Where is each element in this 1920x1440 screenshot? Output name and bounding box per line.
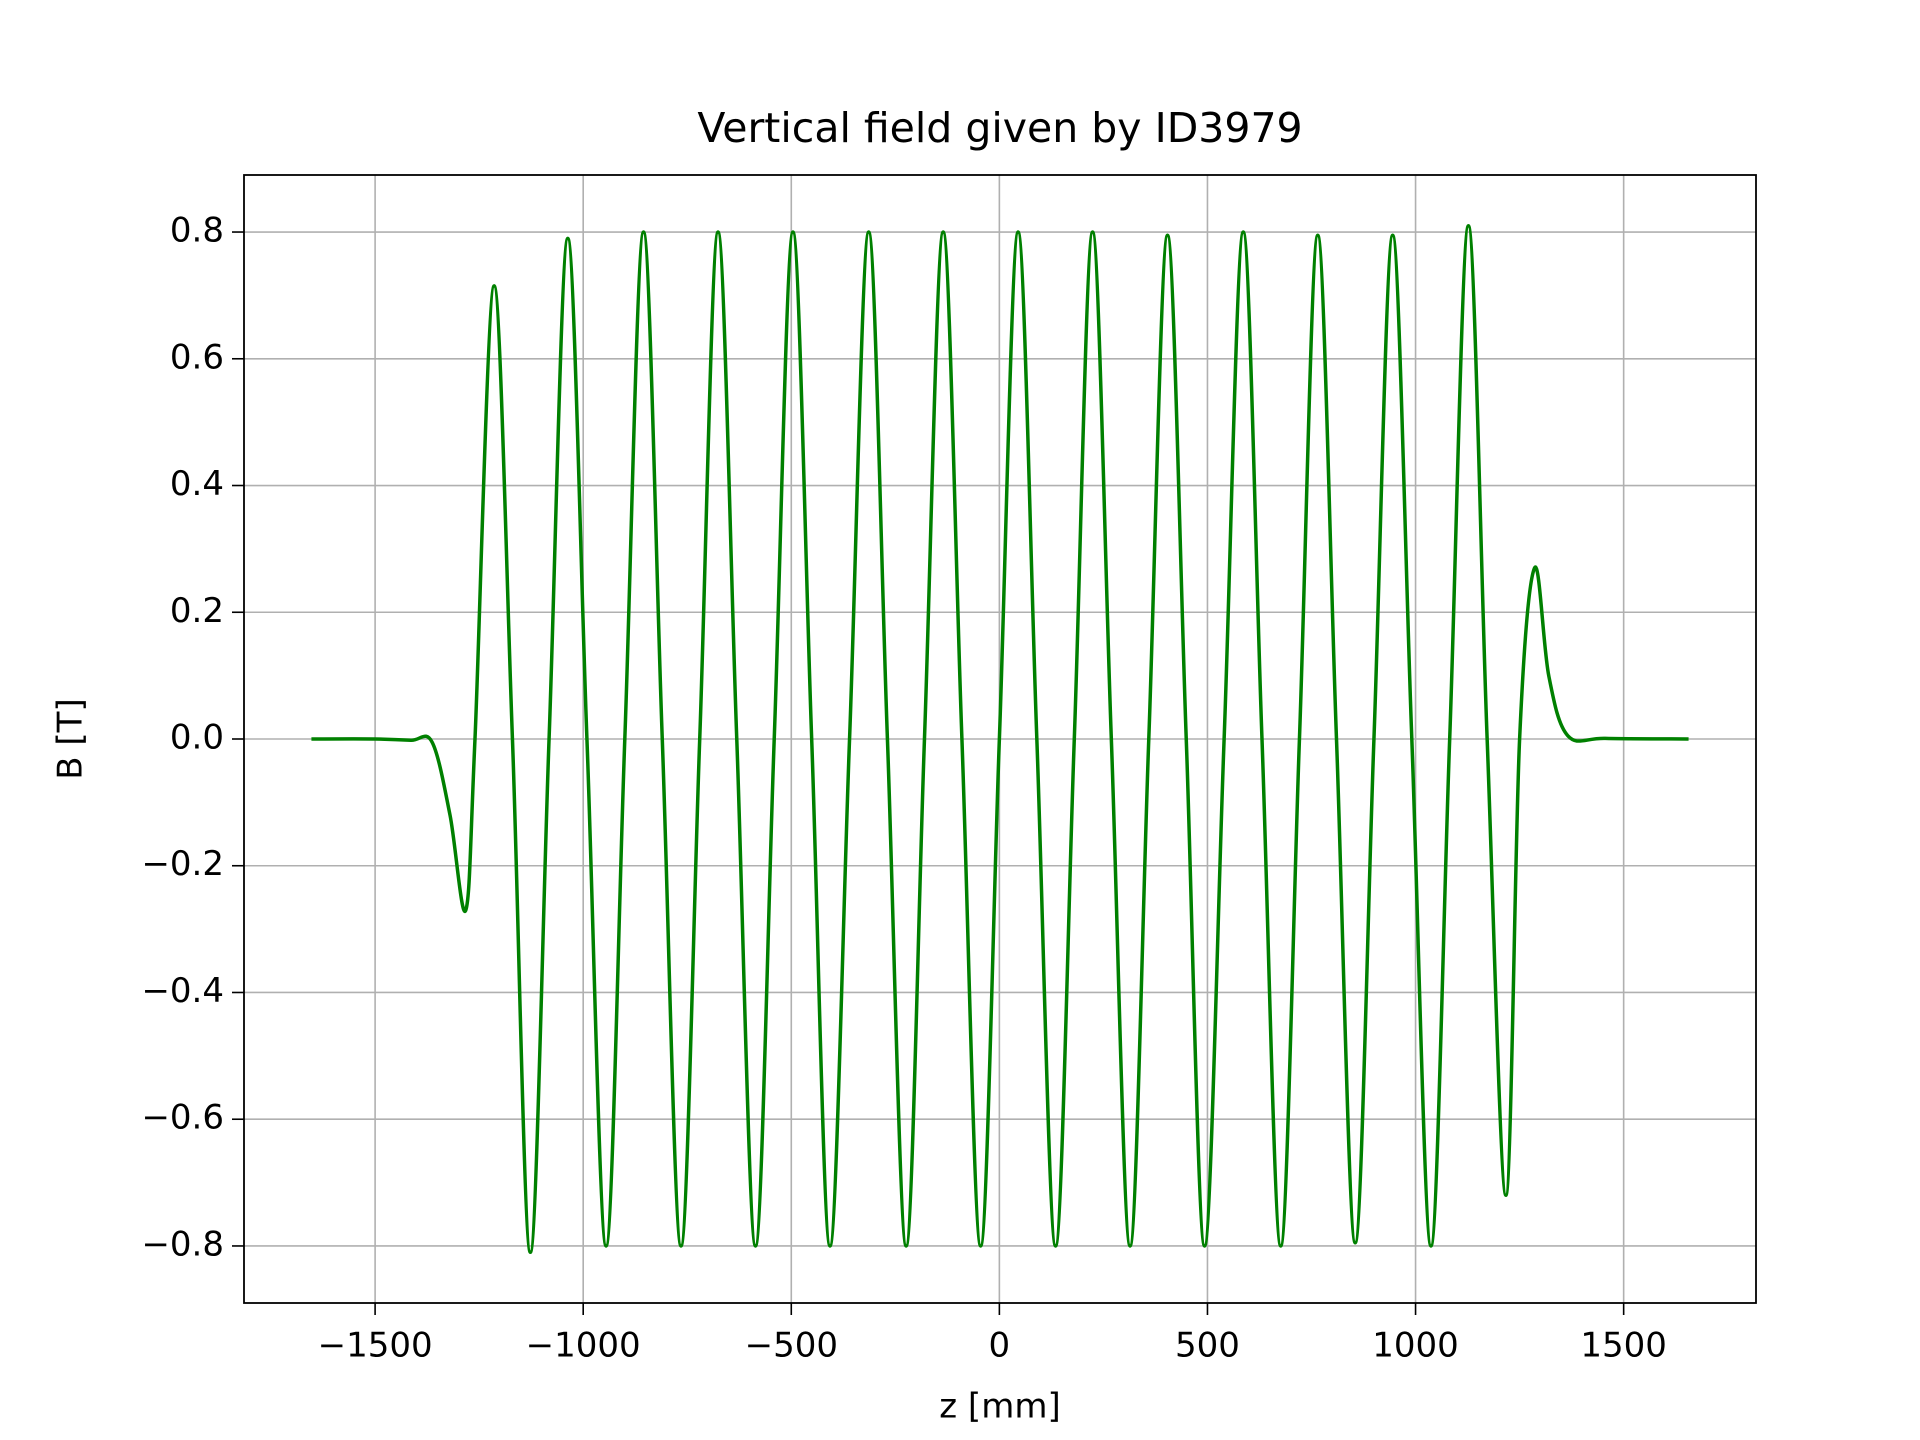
data-line — [311, 223, 1689, 1255]
x-tick-label: −1000 — [526, 1326, 641, 1366]
x-tick-label: 500 — [1175, 1326, 1240, 1366]
y-axis-label: B [T] — [51, 698, 91, 779]
x-tick-label: 1500 — [1580, 1326, 1667, 1366]
x-tick-label: −1500 — [318, 1326, 433, 1366]
y-tick-label: −0.2 — [141, 844, 224, 884]
y-tick-label: −0.6 — [141, 1098, 224, 1138]
plot-frame — [243, 174, 1757, 1304]
y-tick-label: 0.8 — [170, 211, 224, 251]
y-tick-label: 0.6 — [170, 337, 224, 377]
x-tick-label: 1000 — [1372, 1326, 1459, 1366]
y-tick-label: −0.8 — [141, 1224, 224, 1264]
x-tick-label: 0 — [989, 1326, 1011, 1366]
x-tick-label: −500 — [745, 1326, 838, 1366]
y-tick-label: 0.4 — [170, 464, 224, 504]
x-axis-label: z [mm] — [939, 1387, 1060, 1427]
y-tick-label: 0.0 — [170, 718, 224, 758]
chart-title: Vertical field given by ID3979 — [697, 104, 1302, 152]
y-tick-label: −0.4 — [141, 971, 224, 1011]
y-tick-label: 0.2 — [170, 591, 224, 631]
